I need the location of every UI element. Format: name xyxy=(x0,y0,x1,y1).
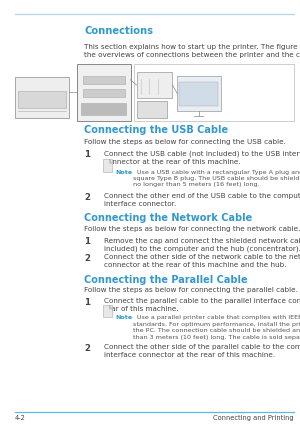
Bar xyxy=(136,101,166,118)
Text: Connect the other side of the network cable to the network interface
connector a: Connect the other side of the network ca… xyxy=(103,254,300,268)
Polygon shape xyxy=(110,305,112,309)
Bar xyxy=(134,64,294,121)
Bar xyxy=(15,77,69,118)
Text: 4-2: 4-2 xyxy=(15,415,26,421)
Text: Connecting the Network Cable: Connecting the Network Cable xyxy=(84,213,252,224)
Text: Connect the other side of the parallel cable to the computer's
interface connect: Connect the other side of the parallel c… xyxy=(103,344,300,358)
Text: Follow the steps as below for connecting the parallel cable.: Follow the steps as below for connecting… xyxy=(84,287,298,293)
Text: 1: 1 xyxy=(84,150,90,159)
Text: Connections: Connections xyxy=(84,26,153,37)
Bar xyxy=(179,82,218,106)
Text: 1: 1 xyxy=(84,237,90,246)
Bar xyxy=(103,305,112,317)
Bar xyxy=(82,76,124,84)
Text: Connect the parallel cable to the parallel interface connector at the
rear of th: Connect the parallel cable to the parall… xyxy=(103,298,300,312)
Polygon shape xyxy=(110,159,112,163)
Text: 1: 1 xyxy=(84,298,90,307)
Text: Note: Note xyxy=(115,315,132,320)
Text: 2: 2 xyxy=(84,193,90,202)
Text: Follow the steps as below for connecting the network cable.: Follow the steps as below for connecting… xyxy=(84,226,300,232)
Text: Connect the other end of the USB cable to the computer's USB
interface connector: Connect the other end of the USB cable t… xyxy=(103,193,300,207)
Bar xyxy=(15,62,294,121)
Bar xyxy=(103,159,112,172)
Text: Use a USB cable with a rectangular Type A plug and a
square Type B plug. The USB: Use a USB cable with a rectangular Type … xyxy=(133,170,300,187)
Text: 2: 2 xyxy=(84,344,90,353)
Text: This section explains how to start up the printer. The figure shown below is
the: This section explains how to start up th… xyxy=(84,44,300,59)
Text: Note: Note xyxy=(115,170,132,175)
Text: Follow the steps as below for connecting the USB cable.: Follow the steps as below for connecting… xyxy=(84,139,286,145)
Text: 2: 2 xyxy=(84,254,90,263)
Text: Connecting the Parallel Cable: Connecting the Parallel Cable xyxy=(84,275,248,285)
Text: Connect the USB cable (not included) to the USB interface
connector at the rear : Connect the USB cable (not included) to … xyxy=(103,150,300,164)
Text: Remove the cap and connect the shielded network cable (not
included) to the comp: Remove the cap and connect the shielded … xyxy=(103,237,300,252)
Bar xyxy=(177,76,220,110)
Bar xyxy=(82,89,124,97)
Text: Connecting and Printing: Connecting and Printing xyxy=(213,415,294,421)
Text: Connecting the USB Cable: Connecting the USB Cable xyxy=(84,125,228,135)
Bar xyxy=(76,64,130,121)
Bar xyxy=(81,104,126,116)
Bar xyxy=(18,91,66,108)
Text: Use a parallel printer cable that complies with IEEE 1284
standards. For optimum: Use a parallel printer cable that compli… xyxy=(133,315,300,340)
Bar xyxy=(136,72,172,98)
